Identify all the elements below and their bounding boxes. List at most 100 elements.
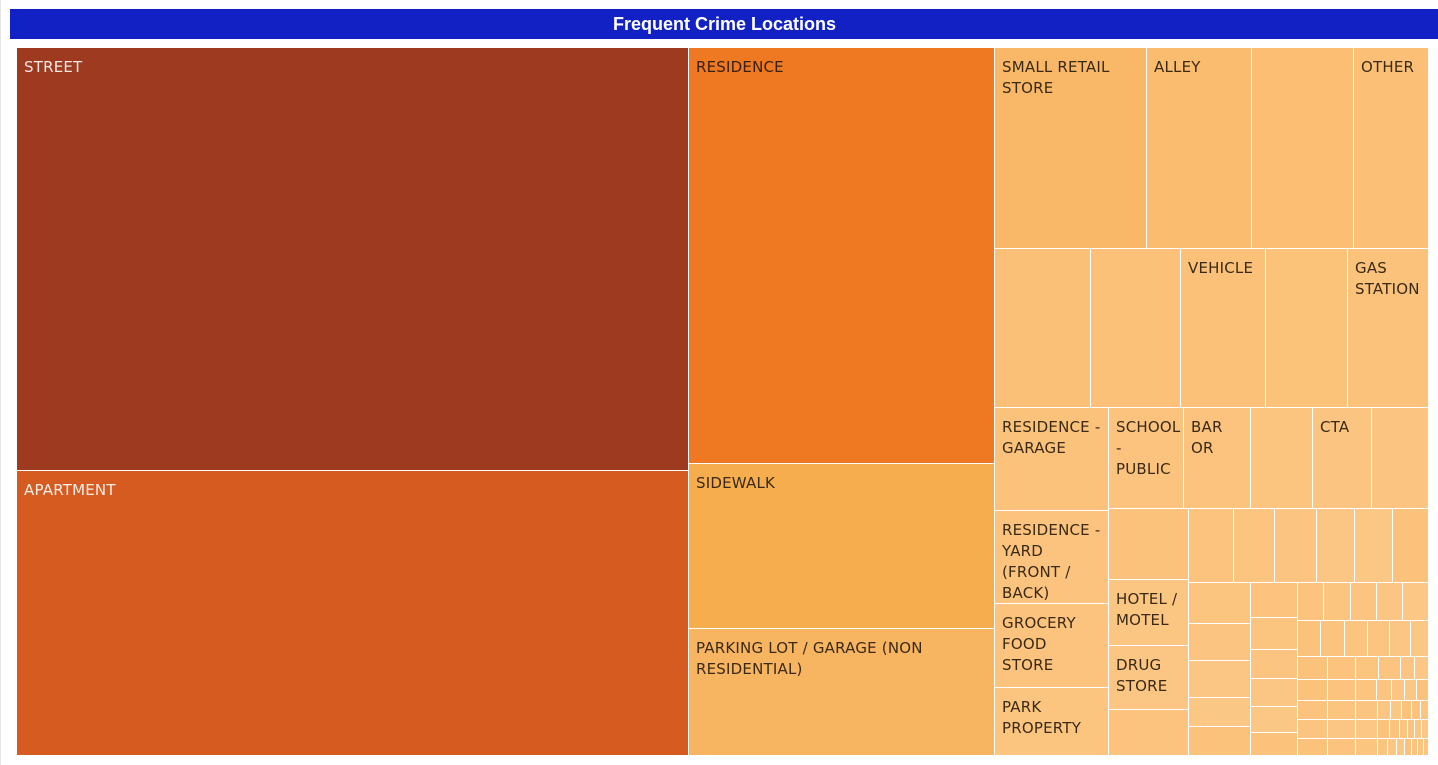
chart-title: Frequent Crime Locations [612, 13, 837, 34]
treemap-tile-minor[interactable] [1421, 701, 1429, 720]
treemap-tile-minor[interactable] [1393, 509, 1429, 583]
treemap-tile-minor[interactable] [1317, 509, 1355, 583]
treemap-tile-minor[interactable] [1377, 680, 1392, 701]
treemap-tile-minor[interactable] [1390, 720, 1400, 739]
treemap-tile-minor[interactable] [1109, 509, 1189, 580]
treemap-tile-parking-lot-garage-non-residential[interactable]: PARKING LOT / GARAGE (NON RESIDENTIAL) [689, 629, 995, 756]
treemap-tile-vehicle[interactable]: VEHICLE [1181, 249, 1266, 408]
treemap-tile-cta[interactable]: CTA [1313, 408, 1372, 509]
treemap-tile-unlabeled-10[interactable] [1091, 249, 1181, 408]
treemap-tile-minor[interactable] [1415, 657, 1429, 680]
treemap-tile-unlabeled-17[interactable] [1251, 408, 1313, 509]
treemap-tile-minor[interactable] [1388, 739, 1397, 756]
treemap-tile-minor[interactable] [1189, 661, 1251, 698]
treemap-tile-minor[interactable] [1356, 701, 1378, 720]
treemap-tile-minor[interactable] [1251, 618, 1298, 650]
treemap-tile-drug-store[interactable]: DRUG STORE [1109, 646, 1189, 710]
treemap-tile-minor[interactable] [1408, 720, 1415, 739]
treemap-tile-minor[interactable] [1234, 509, 1275, 583]
treemap-tile-minor[interactable] [1378, 701, 1391, 720]
treemap-tile-minor[interactable] [1321, 621, 1345, 657]
treemap-tile-minor[interactable] [1328, 680, 1356, 701]
treemap-tile-minor[interactable] [1251, 650, 1298, 679]
treemap-tile-minor[interactable] [1403, 583, 1429, 621]
treemap-tile-unlabeled-12[interactable] [1266, 249, 1348, 408]
treemap-tile-minor[interactable] [1328, 701, 1356, 720]
treemap-tile-minor[interactable] [1411, 621, 1429, 657]
treemap-tile-minor[interactable] [1415, 720, 1422, 739]
treemap-tile-minor[interactable] [1251, 679, 1298, 707]
treemap-tile-unlabeled-19[interactable] [1372, 408, 1429, 509]
treemap-tile-park-property[interactable]: PARK PROPERTY [995, 688, 1109, 756]
treemap-tile-minor[interactable] [1402, 701, 1412, 720]
treemap-tile-minor[interactable] [1422, 720, 1429, 739]
treemap-tile-label: HOTEL / MOTEL [1116, 590, 1178, 629]
treemap-tile-hotel-motel[interactable]: HOTEL / MOTEL [1109, 580, 1189, 646]
treemap-tile-bar-or[interactable]: BAR OR [1184, 408, 1251, 509]
treemap-tile-minor[interactable] [1345, 621, 1368, 657]
treemap-tile-minor[interactable] [1328, 657, 1356, 680]
treemap-tile-minor[interactable] [1251, 707, 1298, 733]
treemap-tile-street[interactable]: STREET [17, 48, 689, 471]
treemap-tile-minor[interactable] [1298, 680, 1328, 701]
treemap-tile-minor[interactable] [1324, 583, 1351, 621]
treemap-tile-minor[interactable] [1189, 727, 1251, 756]
treemap-tile-minor[interactable] [1379, 657, 1401, 680]
treemap-tile-minor[interactable] [1418, 739, 1424, 756]
treemap-tile-residence[interactable]: RESIDENCE [689, 48, 995, 464]
treemap-tile-minor[interactable] [1392, 680, 1405, 701]
treemap-tile-minor[interactable] [1298, 720, 1328, 739]
treemap-tile-minor[interactable] [1401, 657, 1415, 680]
treemap-tile-minor[interactable] [1412, 739, 1418, 756]
treemap-tile-minor[interactable] [1275, 509, 1317, 583]
treemap-tile-minor[interactable] [1368, 621, 1390, 657]
treemap-tile-minor[interactable] [1298, 621, 1321, 657]
treemap-tile-minor[interactable] [1189, 624, 1251, 661]
treemap-tile-minor[interactable] [1298, 701, 1328, 720]
treemap-tile-minor[interactable] [1356, 739, 1378, 756]
treemap-tile-minor[interactable] [1412, 701, 1421, 720]
treemap-tile-minor[interactable] [1378, 739, 1388, 756]
treemap-tile-grocery-food-store[interactable]: GROCERY FOOD STORE [995, 604, 1109, 688]
treemap-tile-minor[interactable] [1298, 583, 1324, 621]
treemap-tile-minor[interactable] [1397, 739, 1405, 756]
treemap-tile-minor[interactable] [1251, 583, 1298, 618]
treemap-tile-minor[interactable] [1298, 739, 1328, 756]
treemap-tile-label: GROCERY FOOD STORE [1002, 614, 1076, 674]
treemap-tile-other[interactable]: OTHER [1354, 48, 1429, 249]
treemap-tile-gas-station[interactable]: GAS STATION [1348, 249, 1429, 408]
treemap-tile-minor[interactable] [1109, 710, 1189, 756]
treemap-tile-minor[interactable] [1356, 680, 1377, 701]
treemap-tile-minor[interactable] [1377, 583, 1403, 621]
treemap-tile-minor[interactable] [1356, 720, 1378, 739]
treemap-tile-unlabeled-7[interactable] [1252, 48, 1354, 249]
treemap-tile-minor[interactable] [1351, 583, 1377, 621]
treemap-tile-minor[interactable] [1189, 509, 1234, 583]
treemap-tile-minor[interactable] [1400, 720, 1408, 739]
treemap-tile-minor[interactable] [1356, 657, 1379, 680]
treemap-tile-minor[interactable] [1251, 733, 1298, 756]
treemap-tile-residence-garage[interactable]: RESIDENCE - GARAGE [995, 408, 1109, 511]
treemap-tile-minor[interactable] [1405, 739, 1412, 756]
treemap-tile-minor[interactable] [1390, 621, 1411, 657]
treemap-tile-label: PARKING LOT / GARAGE (NON RESIDENTIAL) [696, 639, 923, 678]
treemap-tile-minor[interactable] [1391, 701, 1402, 720]
treemap-tile-minor[interactable] [1405, 680, 1417, 701]
treemap-tile-minor[interactable] [1328, 720, 1356, 739]
treemap-tile-minor[interactable] [1378, 720, 1390, 739]
treemap-tile-sidewalk[interactable]: SIDEWALK [689, 464, 995, 629]
treemap-tile-minor[interactable] [1189, 698, 1251, 727]
treemap-tile-minor[interactable] [1328, 739, 1356, 756]
treemap-tile-minor[interactable] [1189, 583, 1251, 624]
treemap-tile-small-retail-store[interactable]: SMALL RETAIL STORE [995, 48, 1147, 249]
treemap-tile-unlabeled-9[interactable] [995, 249, 1091, 408]
treemap-tile-minor[interactable] [1355, 509, 1393, 583]
treemap-tile-school-public[interactable]: SCHOOL - PUBLIC [1109, 408, 1184, 509]
treemap-chart[interactable]: STREET APARTMENT RESIDENCE SIDEWALK PARKING … [17, 48, 1429, 756]
treemap-tile-alley[interactable]: ALLEY [1147, 48, 1252, 249]
treemap-tile-apartment[interactable]: APARTMENT [17, 471, 689, 756]
treemap-tile-minor[interactable] [1298, 657, 1328, 680]
treemap-tile-minor[interactable] [1417, 680, 1429, 701]
treemap-tile-residence-yard-front-back[interactable]: RESIDENCE - YARD (FRONT / BACK) [995, 511, 1109, 604]
treemap-tile-minor[interactable] [1424, 739, 1429, 756]
